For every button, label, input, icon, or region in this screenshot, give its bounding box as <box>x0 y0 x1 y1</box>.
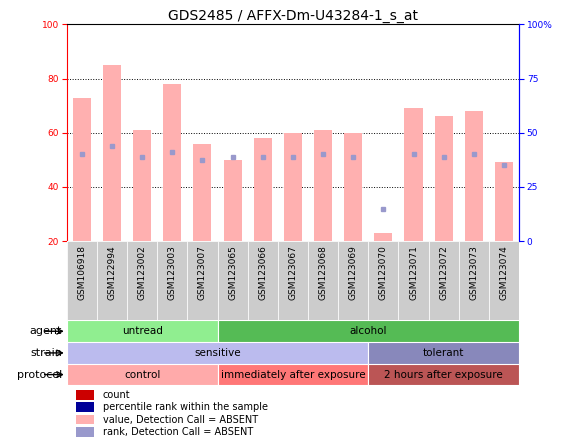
Bar <box>67 342 368 364</box>
Text: percentile rank within the sample: percentile rank within the sample <box>103 402 268 412</box>
Text: GSM123003: GSM123003 <box>168 245 177 300</box>
Bar <box>284 133 302 241</box>
Text: GSM123002: GSM123002 <box>137 245 147 300</box>
Bar <box>338 241 368 321</box>
Text: GSM123067: GSM123067 <box>288 245 298 300</box>
Text: count: count <box>103 390 130 400</box>
Bar <box>253 138 272 241</box>
Bar <box>248 241 278 321</box>
Bar <box>163 84 182 241</box>
Text: control: control <box>124 369 160 380</box>
Bar <box>368 364 519 385</box>
Text: GSM123073: GSM123073 <box>469 245 478 300</box>
Text: value, Detection Call = ABSENT: value, Detection Call = ABSENT <box>103 415 258 424</box>
Bar <box>97 241 127 321</box>
Bar <box>67 321 218 342</box>
Text: GSM123074: GSM123074 <box>499 245 509 300</box>
Text: GSM123069: GSM123069 <box>349 245 358 300</box>
Text: 2 hours after exposure: 2 hours after exposure <box>385 369 503 380</box>
Text: tolerant: tolerant <box>423 348 465 358</box>
Bar <box>434 116 453 241</box>
Bar <box>368 241 398 321</box>
Bar <box>368 342 519 364</box>
Text: strain: strain <box>30 348 62 358</box>
Text: GSM123066: GSM123066 <box>258 245 267 300</box>
Text: GSM123068: GSM123068 <box>318 245 328 300</box>
Bar <box>223 160 242 241</box>
Bar <box>314 130 332 241</box>
Bar <box>308 241 338 321</box>
Bar <box>127 241 157 321</box>
Bar <box>76 427 94 437</box>
Text: GSM106918: GSM106918 <box>77 245 86 300</box>
Bar <box>76 390 94 400</box>
Bar <box>344 133 362 241</box>
Bar <box>465 111 483 241</box>
Bar <box>67 241 97 321</box>
Title: GDS2485 / AFFX-Dm-U43284-1_s_at: GDS2485 / AFFX-Dm-U43284-1_s_at <box>168 9 418 24</box>
Bar <box>374 233 393 241</box>
Text: sensitive: sensitive <box>194 348 241 358</box>
Text: GSM123065: GSM123065 <box>228 245 237 300</box>
Text: protocol: protocol <box>17 369 62 380</box>
Bar <box>495 163 513 241</box>
Bar <box>103 65 121 241</box>
Bar <box>133 130 151 241</box>
Bar <box>459 241 489 321</box>
Bar <box>218 364 368 385</box>
Text: GSM123072: GSM123072 <box>439 245 448 300</box>
Text: GSM123071: GSM123071 <box>409 245 418 300</box>
Bar <box>404 108 423 241</box>
Bar <box>187 241 218 321</box>
Text: agent: agent <box>30 326 62 336</box>
Bar <box>67 364 218 385</box>
Text: GSM123070: GSM123070 <box>379 245 388 300</box>
Bar <box>76 415 94 424</box>
Text: GSM123007: GSM123007 <box>198 245 207 300</box>
Bar <box>76 402 94 412</box>
Text: alcohol: alcohol <box>350 326 387 336</box>
Text: GSM122994: GSM122994 <box>107 245 117 300</box>
Bar <box>429 241 459 321</box>
Bar <box>157 241 187 321</box>
Text: immediately after exposure: immediately after exposure <box>220 369 365 380</box>
Bar <box>72 98 91 241</box>
Bar <box>398 241 429 321</box>
Bar <box>218 321 519 342</box>
Bar <box>218 241 248 321</box>
Bar <box>489 241 519 321</box>
Bar <box>193 143 212 241</box>
Text: untread: untread <box>122 326 162 336</box>
Text: rank, Detection Call = ABSENT: rank, Detection Call = ABSENT <box>103 427 253 437</box>
Bar <box>278 241 308 321</box>
